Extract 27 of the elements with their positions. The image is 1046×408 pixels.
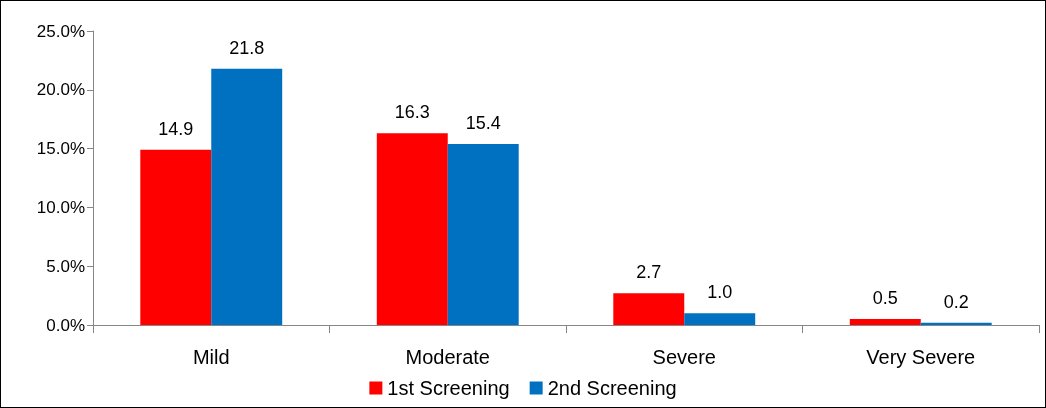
- x-tick-label: Severe: [652, 346, 716, 368]
- y-tick-label: 0.0%: [46, 315, 85, 335]
- bar: [447, 143, 519, 325]
- y-tick-label: 25.0%: [36, 21, 85, 41]
- y-tick-label: 20.0%: [36, 80, 85, 100]
- legend-label: 2nd Screening: [547, 377, 677, 399]
- data-label: 0.2: [943, 291, 969, 312]
- x-tick-label: Mild: [192, 346, 230, 368]
- bar: [211, 68, 283, 325]
- bar: [376, 133, 448, 325]
- legend-label: 1st Screening: [387, 377, 510, 399]
- data-label: 16.3: [394, 102, 430, 123]
- bar: [140, 149, 212, 325]
- bar: [849, 319, 921, 325]
- bar: [613, 293, 685, 325]
- data-label: 14.9: [158, 118, 194, 139]
- y-tick-label: 15.0%: [36, 139, 85, 159]
- y-tick-label: 10.0%: [36, 197, 85, 217]
- data-label: 2.7: [636, 262, 662, 283]
- x-tick-label: Very Severe: [866, 346, 976, 368]
- data-label: 15.4: [465, 112, 501, 133]
- y-tick-label: 5.0%: [46, 256, 85, 276]
- data-label: 21.8: [229, 37, 265, 58]
- bar: [684, 313, 756, 325]
- data-label: 0.5: [872, 288, 898, 309]
- x-tick-label: Moderate: [405, 346, 490, 368]
- data-label: 1.0: [707, 282, 733, 303]
